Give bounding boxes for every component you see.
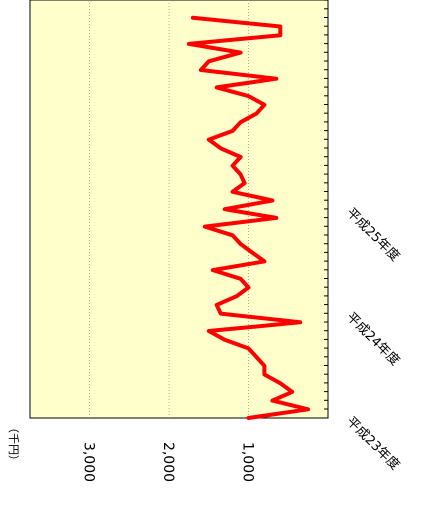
- y-tick-label: 2,000: [160, 442, 176, 482]
- y-axis-title: （千円）: [7, 422, 20, 466]
- category-label: 平成25年度: [343, 205, 403, 265]
- category-label: 平成24年度: [343, 309, 403, 369]
- y-tick-labels: 1,000 2,000 3,000: [81, 442, 256, 482]
- category-label: 平成23年度: [343, 414, 403, 474]
- y-tick-label: 1,000: [240, 442, 256, 482]
- plot-area: [29, 0, 329, 419]
- y-tick-label: 3,000: [81, 442, 97, 482]
- month-ticks: [324, 0, 328, 410]
- series-group: [186, 15, 311, 420]
